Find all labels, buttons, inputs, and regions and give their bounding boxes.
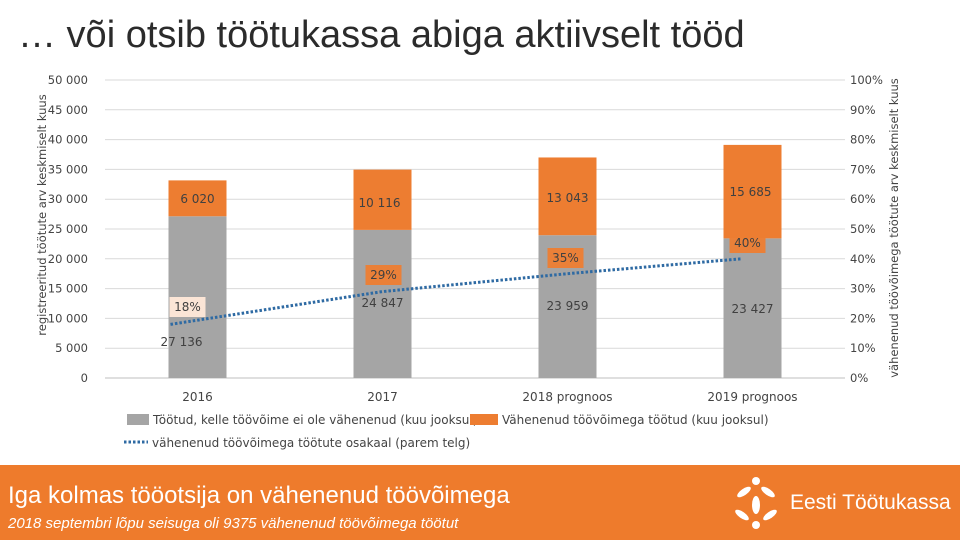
eesti-tootukassa-logo: Eesti Töötukassa: [730, 475, 955, 531]
y-tick-label: 25 000: [48, 222, 88, 236]
y2-tick-label: 60%: [850, 192, 876, 206]
x-category-label: 2019 prognoos: [707, 390, 797, 404]
data-label-gray: 23 427: [732, 302, 774, 316]
bar-segment-orange: [353, 169, 412, 230]
bar-segment-orange: [168, 180, 227, 217]
y2-tick-label: 80%: [850, 133, 876, 147]
legend-label-line: vähenenud töövõimega töötute osakaal (pa…: [152, 436, 470, 450]
bar-segment-gray: [723, 238, 782, 378]
y-tick-label: 45 000: [48, 103, 88, 117]
y-tick-label: 20 000: [48, 252, 88, 266]
y2-tick-label: 100%: [850, 73, 883, 87]
y2-tick-label: 10%: [850, 341, 876, 355]
data-label-gray: 24 847: [362, 296, 404, 310]
y2-tick-label: 50%: [850, 222, 876, 236]
y2-tick-label: 30%: [850, 282, 876, 296]
x-category-label: 2016: [182, 390, 213, 404]
legend-swatch-orange: [470, 414, 498, 425]
y-tick-label: 30 000: [48, 192, 88, 206]
y2-tick-label: 90%: [850, 103, 876, 117]
footer-subtitle: 2018 septembri lõpu seisuga oli 9375 väh…: [8, 515, 459, 532]
pct-label: 35%: [552, 251, 579, 265]
y-tick-label: 40 000: [48, 133, 88, 147]
x-category-label: 2018 prognoos: [522, 390, 612, 404]
y-tick-label: 5 000: [55, 341, 88, 355]
y-tick-label: 15 000: [48, 282, 88, 296]
line-series-share: [170, 257, 742, 326]
legend-label-orange: Vähenenud töövõimega töötud (kuu jooksul…: [502, 413, 769, 427]
data-label-orange: 10 116: [359, 196, 401, 210]
y-tick-label: 50 000: [48, 73, 88, 87]
pct-label: 29%: [370, 268, 397, 282]
y2-axis-title: vähenenud töövõimega töötute arv keskmis…: [887, 78, 901, 378]
y2-tick-label: 0%: [850, 371, 868, 385]
data-label-gray: 27 136: [161, 335, 203, 349]
chart: 0 5 000 10 000 15 000 20 000 25 000 30 000 35 0…: [35, 73, 901, 450]
data-label-orange: 15 685: [730, 185, 772, 199]
y-tick-label: 10 000: [48, 311, 88, 325]
footer-banner: Iga kolmas tööotsija on vähenenud töövõi…: [0, 465, 960, 540]
slide-title: … või otsib töötukassa abiga aktiivselt …: [18, 14, 745, 56]
x-category-label: 2017: [367, 390, 398, 404]
bar-segment-gray: [353, 229, 412, 378]
y-axis-title: registreeritud töötute arv keskmiselt ku…: [35, 94, 49, 335]
pct-label-box: [365, 265, 402, 285]
y2-tick-label: 20%: [850, 311, 876, 325]
pct-label: 18%: [174, 300, 201, 314]
y-tick-label: 35 000: [48, 162, 88, 176]
pct-label-box: [547, 248, 584, 268]
logo-text: Eesti Töötukassa: [790, 491, 951, 514]
bar-segment-orange: [538, 157, 597, 236]
pct-label-box: [729, 233, 766, 253]
bar-segment-orange: [723, 144, 782, 239]
footer-headline: Iga kolmas tööotsija on vähenenud töövõi…: [8, 482, 510, 509]
data-label-orange: 13 043: [547, 191, 589, 205]
y-tick-label: 0: [81, 371, 88, 385]
y2-tick-label: 40%: [850, 252, 876, 266]
logo-icon: [735, 477, 777, 529]
data-label-orange: 6 020: [180, 192, 214, 206]
data-label-gray: 23 959: [547, 299, 589, 313]
pct-label-box: [169, 297, 206, 317]
y2-tick-label: 70%: [850, 162, 876, 176]
pct-label: 40%: [734, 236, 761, 250]
legend-swatch-gray: [127, 414, 149, 425]
legend-label-gray: Töötud, kelle töövõime ei ole vähenenud …: [152, 413, 477, 427]
